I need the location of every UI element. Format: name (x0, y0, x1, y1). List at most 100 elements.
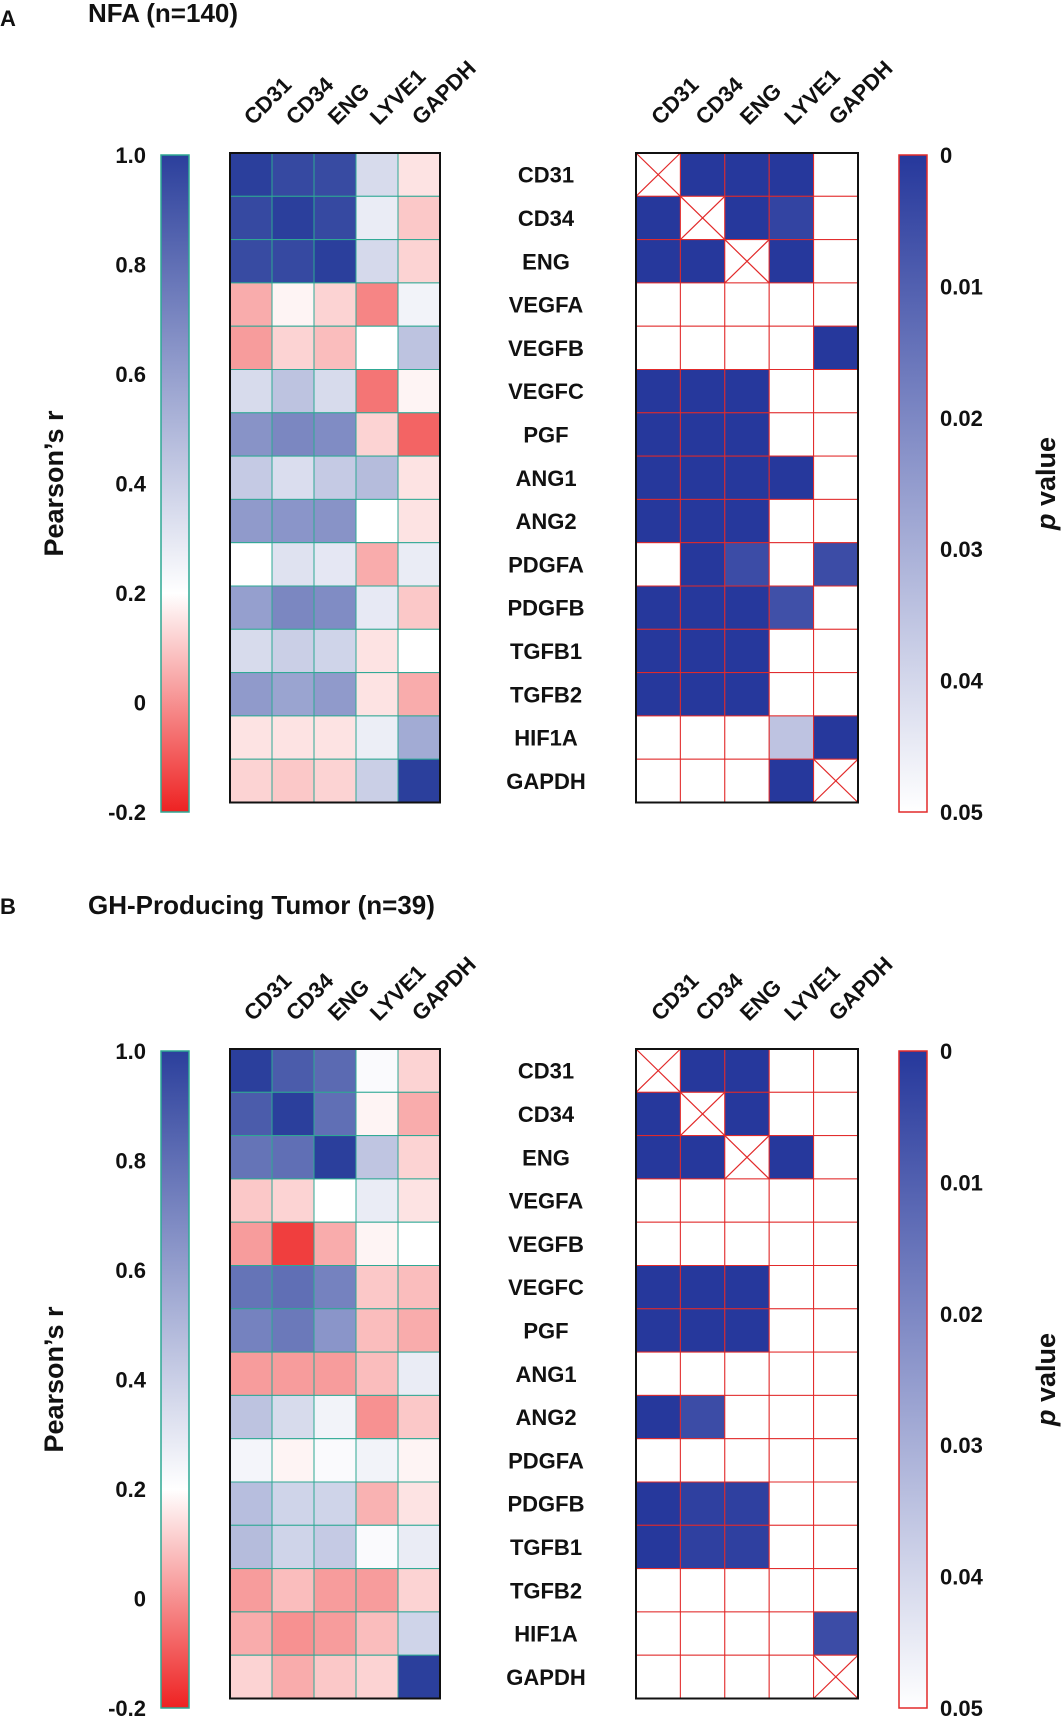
p-heatmap-cell (724, 1048, 770, 1093)
p-tick-label: 0.05 (940, 1696, 983, 1717)
p-heatmap-cell (724, 585, 770, 630)
p-heatmap-cell (679, 1265, 726, 1310)
p-colorbar (898, 154, 928, 813)
row-label: HIF1A (514, 1622, 578, 1647)
r-heatmap-cell (229, 1568, 273, 1613)
row-label: PGF (523, 1318, 568, 1343)
p-heatmap-cell (813, 498, 859, 544)
p-heatmap-cell (813, 369, 859, 414)
r-heatmap-cell (313, 1524, 357, 1570)
r-colorbar (160, 1050, 190, 1709)
r-tick-label: 0.2 (115, 581, 146, 606)
r-heatmap-cell (313, 1438, 357, 1483)
row-label: VEGFB (508, 336, 584, 361)
p-heatmap-cell (635, 1524, 681, 1570)
r-heatmap-cell (271, 239, 315, 284)
r-heatmap-cell (397, 498, 441, 544)
p-heatmap-cell (679, 1568, 726, 1613)
r-heatmap-cell (355, 239, 399, 284)
r-heatmap-cell (397, 282, 441, 327)
p-heatmap-cell (768, 1135, 815, 1180)
r-heatmap-cell (229, 1221, 273, 1266)
column-label: GAPDH (824, 952, 898, 1026)
p-heatmap-cell (813, 1221, 859, 1266)
r-heatmap-cell (397, 1438, 441, 1483)
r-heatmap-cell (271, 1221, 315, 1266)
p-heatmap-cell (635, 282, 681, 327)
p-heatmap-cell (635, 1438, 681, 1483)
p-heatmap-frame (635, 1048, 859, 1700)
r-heatmap-cell (355, 1351, 399, 1396)
r-heatmap-cell (313, 1135, 357, 1180)
p-heatmap-cell (813, 412, 859, 457)
p-heatmap-cell (635, 542, 681, 587)
r-heatmap-cell (271, 672, 315, 717)
p-heatmap-cell (813, 455, 859, 500)
p-heatmap-cell (768, 542, 815, 587)
p-heatmap-cell (724, 1221, 770, 1266)
p-heatmap-cell (679, 1481, 726, 1526)
p-heatmap-cell (724, 1438, 770, 1483)
row-label: TGFB1 (510, 1535, 582, 1560)
diagonal-cross-mark (679, 1091, 726, 1137)
r-heatmap-cell (271, 1048, 315, 1093)
r-heatmap-cell (313, 1654, 357, 1699)
r-heatmap-cell (271, 715, 315, 760)
p-heatmap-cell (635, 1394, 681, 1440)
p-heatmap-cell (813, 1351, 859, 1396)
p-heatmap-cell (724, 152, 770, 197)
p-heatmap-cell (679, 1178, 726, 1223)
p-heatmap-cell (724, 1611, 770, 1656)
r-tick-label: 0.8 (115, 1149, 146, 1174)
r-heatmap-cell (355, 1135, 399, 1180)
row-label: CD34 (518, 1102, 575, 1127)
r-heatmap-cell (313, 1265, 357, 1310)
p-heatmap-cell (635, 498, 681, 544)
r-heatmap-cell (229, 1438, 273, 1483)
p-heatmap-cell (813, 1308, 859, 1353)
p-heatmap-cell (724, 542, 770, 587)
r-heatmap-cell (397, 715, 441, 760)
row-label: TGFB1 (510, 639, 582, 664)
p-heatmap-cell (679, 1308, 726, 1353)
p-heatmap-cell (768, 498, 815, 544)
row-label: ENG (522, 1145, 570, 1170)
r-heatmap-cell (271, 1654, 315, 1699)
r-heatmap-cell (313, 585, 357, 630)
r-heatmap-cell (271, 758, 315, 804)
p-heatmap-cell (635, 1568, 681, 1613)
r-axis-label: Pearson’s r (39, 1306, 69, 1453)
p-heatmap-cell (768, 325, 815, 371)
r-heatmap-cell (271, 1481, 315, 1526)
r-heatmap-cell (229, 455, 273, 500)
r-heatmap-cell (355, 1524, 399, 1570)
p-heatmap-cell (813, 325, 859, 371)
row-label: CD34 (518, 206, 575, 231)
column-label: GAPDH (824, 56, 898, 130)
r-heatmap-cell (271, 1091, 315, 1137)
row-label: VEGFA (509, 1189, 584, 1214)
column-label: CD34 (281, 72, 339, 130)
p-heatmap-cell (724, 715, 770, 760)
p-heatmap-cell (679, 1351, 726, 1396)
r-heatmap-cell (397, 585, 441, 630)
diagonal-cross-mark (635, 1048, 681, 1093)
p-heatmap-cell (768, 1308, 815, 1353)
r-heatmap-cell (313, 542, 357, 587)
r-heatmap-cell (313, 758, 357, 804)
p-heatmap-cell (724, 1308, 770, 1353)
panel-a: A NFA (n=140) 1.0 0.8 0.6 0.4 0.2 0 -0.2 Pearso… (0, 0, 1061, 825)
p-heatmap-cell (679, 672, 726, 717)
r-tick-label: 1.0 (115, 1039, 146, 1064)
r-heatmap-cell (313, 325, 357, 371)
r-tick-label: 0.4 (115, 472, 146, 497)
p-heatmap-cell (724, 1568, 770, 1613)
p-heatmap-cell (768, 1568, 815, 1613)
p-heatmap-cell (813, 1265, 859, 1310)
column-label: CD31 (239, 72, 296, 129)
row-label: HIF1A (514, 726, 578, 751)
row-label: VEGFA (509, 293, 584, 318)
p-heatmap-cell (724, 498, 770, 544)
p-heatmap-cell (813, 195, 859, 241)
